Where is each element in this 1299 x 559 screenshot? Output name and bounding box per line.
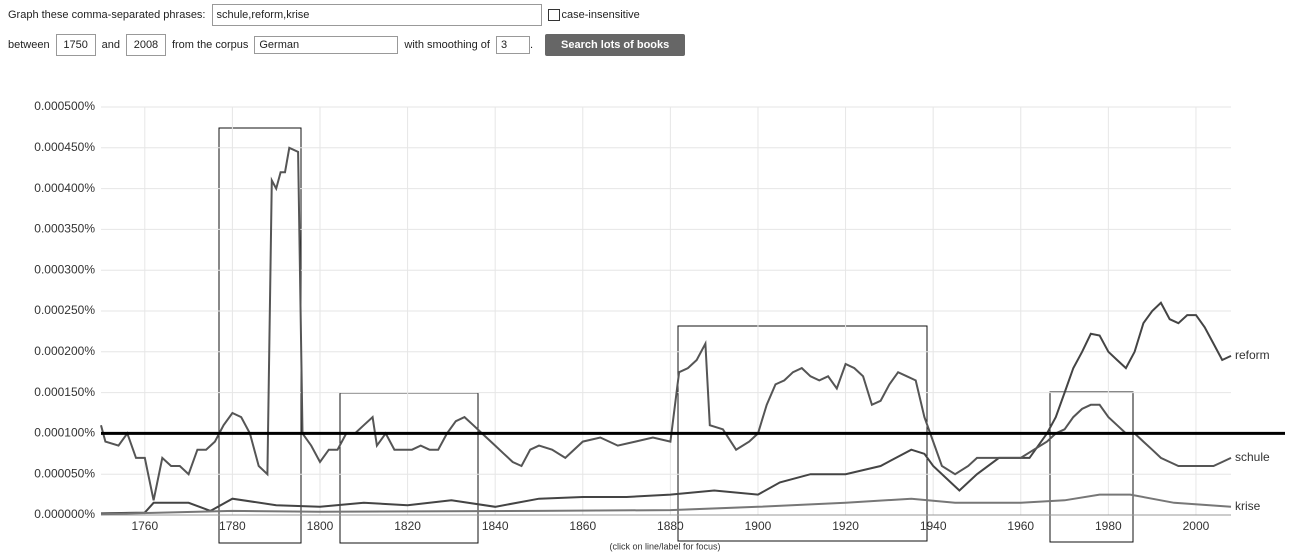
y-tick-label: 0.000150% xyxy=(34,385,95,399)
x-tick-label: 1940 xyxy=(920,519,947,533)
phrases-label: Graph these comma-separated phrases: xyxy=(8,9,206,21)
annotation-box xyxy=(218,127,302,544)
y-tick-label: 0.000050% xyxy=(34,466,95,480)
y-tick-label: 0.000450% xyxy=(34,140,95,154)
series-label[interactable]: schule xyxy=(1235,450,1270,464)
and-label: and xyxy=(101,39,120,51)
x-tick-label: 1920 xyxy=(832,519,859,533)
y-tick-label: 0.000200% xyxy=(34,344,95,358)
between-label: between xyxy=(8,39,50,51)
series-line[interactable] xyxy=(100,301,1232,515)
series-line[interactable] xyxy=(100,146,1232,501)
x-tick-label: 2000 xyxy=(1183,519,1210,533)
annotation-box xyxy=(1049,391,1134,543)
x-tick-label: 1800 xyxy=(307,519,334,533)
x-tick-label: 1980 xyxy=(1095,519,1122,533)
x-tick-label: 1820 xyxy=(394,519,421,533)
smoothing-select[interactable]: 3 xyxy=(495,36,530,54)
y-tick-label: 0.000300% xyxy=(34,262,95,276)
series-line[interactable] xyxy=(100,493,1232,516)
x-tick-label: 1960 xyxy=(1007,519,1034,533)
x-tick-label: 1760 xyxy=(131,519,158,533)
phrases-input[interactable]: schule,reform,krise xyxy=(211,4,542,26)
series-label[interactable]: reform xyxy=(1235,348,1270,362)
corpus-label: from the corpus xyxy=(171,39,249,51)
y-tick-label: 0.000350% xyxy=(34,222,95,236)
y-tick-label: 0.000400% xyxy=(34,181,95,195)
series-label[interactable]: krise xyxy=(1235,499,1261,513)
annotation-boxes xyxy=(218,127,1134,544)
phrase-row: Graph these comma-separated phrases: sch… xyxy=(8,4,640,26)
corpus-select[interactable]: German xyxy=(254,36,399,54)
y-tick-label: 0.000000% xyxy=(34,507,95,521)
x-tick-label: 1780 xyxy=(219,519,246,533)
start-year-input[interactable]: 1750 xyxy=(55,34,96,56)
case-checkbox[interactable] xyxy=(547,9,560,21)
case-label: case-insensitive xyxy=(561,9,640,21)
smoothing-label: with smoothing of xyxy=(404,39,490,51)
period: . xyxy=(529,39,534,51)
end-year-input[interactable]: 2008 xyxy=(125,34,166,56)
options-row: between 1750 and 2008 from the corpus Ge… xyxy=(8,34,686,56)
y-tick-label: 0.000500% xyxy=(34,99,95,113)
search-button[interactable]: Search lots of books xyxy=(545,34,686,56)
footer-note: (click on line/label for focus) xyxy=(609,541,720,551)
y-tick-label: 0.000250% xyxy=(34,303,95,317)
x-tick-label: 1840 xyxy=(482,519,509,533)
y-tick-label: 0.000100% xyxy=(34,426,95,440)
x-tick-label: 1880 xyxy=(657,519,684,533)
x-tick-label: 1860 xyxy=(569,519,596,533)
x-tick-label: 1900 xyxy=(745,519,772,533)
